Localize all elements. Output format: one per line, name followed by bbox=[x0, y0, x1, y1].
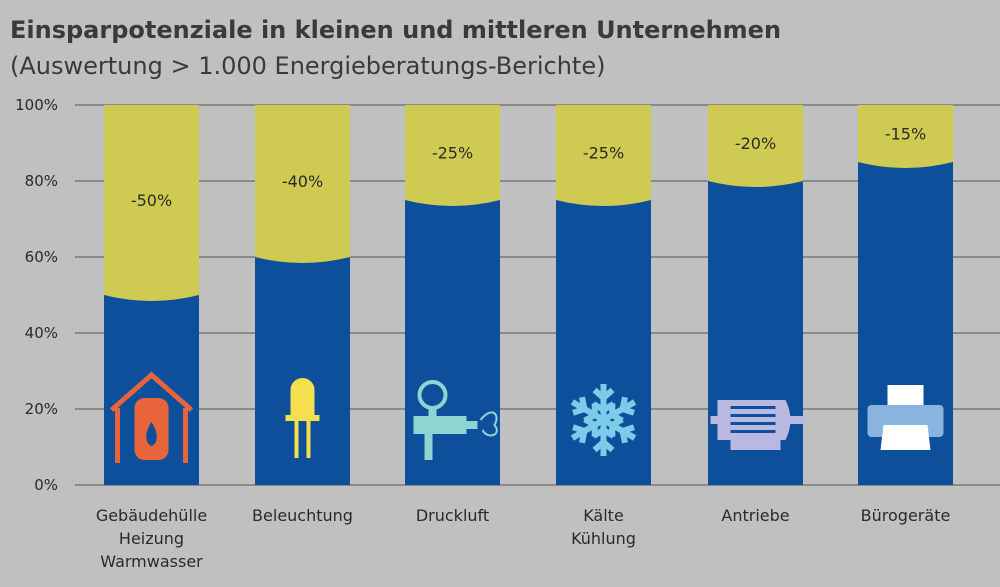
base-bar-segment bbox=[405, 200, 500, 485]
y-tick-label: 0% bbox=[34, 476, 58, 494]
base bbox=[285, 415, 320, 421]
paper-in bbox=[887, 385, 924, 405]
category-label: Kühlung bbox=[571, 529, 636, 548]
compressed-air-gauge-icon bbox=[413, 380, 498, 460]
category-label: Heizung bbox=[119, 529, 184, 548]
y-tick-label: 60% bbox=[25, 248, 58, 266]
base-bar-segment bbox=[255, 257, 350, 485]
category-label: Gebäudehülle bbox=[96, 506, 207, 525]
pipe bbox=[413, 408, 478, 460]
base-bar-segment bbox=[104, 295, 199, 485]
walls bbox=[115, 408, 188, 463]
savings-label: -25% bbox=[583, 144, 624, 163]
category-label: Kälte bbox=[583, 506, 624, 525]
category-label: Druckluft bbox=[416, 506, 489, 525]
fin bbox=[730, 414, 776, 417]
savings-label: -50% bbox=[131, 191, 172, 210]
fin bbox=[730, 430, 776, 433]
printer-icon bbox=[867, 385, 944, 450]
y-tick-label: 40% bbox=[25, 324, 58, 342]
chart-title: Einsparpotenziale in kleinen und mittler… bbox=[10, 16, 782, 44]
category-label: Bürogeräte bbox=[861, 506, 951, 525]
snowflake-icon bbox=[570, 384, 637, 456]
savings-label: -20% bbox=[735, 134, 776, 153]
savings-label: -40% bbox=[282, 172, 323, 191]
category-label: Beleuchtung bbox=[252, 506, 353, 525]
arm bbox=[570, 396, 605, 424]
led-bulb-icon bbox=[285, 378, 320, 458]
paper-out bbox=[880, 425, 931, 450]
roof bbox=[109, 371, 194, 412]
chart-subtitle: (Auswertung > 1.000 Energieberatungs-Ber… bbox=[10, 52, 606, 80]
category-label: Antriebe bbox=[721, 506, 789, 525]
y-tick-label: 100% bbox=[15, 96, 58, 114]
air bbox=[479, 411, 498, 437]
base-bar-segment bbox=[556, 200, 651, 485]
electric-motor-icon bbox=[710, 400, 806, 450]
legs bbox=[294, 421, 311, 458]
savings-label: -15% bbox=[885, 125, 926, 144]
bulb bbox=[290, 378, 315, 415]
y-tick-label: 80% bbox=[25, 172, 58, 190]
base-bar-segment bbox=[858, 162, 953, 485]
house-water-heater-icon bbox=[109, 371, 194, 463]
shaft bbox=[710, 416, 806, 424]
fin bbox=[730, 422, 776, 425]
savings-label: -25% bbox=[432, 144, 473, 163]
y-tick-label: 20% bbox=[25, 400, 58, 418]
category-label: Warmwasser bbox=[100, 552, 203, 571]
fin bbox=[730, 406, 776, 409]
flame bbox=[146, 422, 157, 446]
foot bbox=[730, 440, 781, 450]
